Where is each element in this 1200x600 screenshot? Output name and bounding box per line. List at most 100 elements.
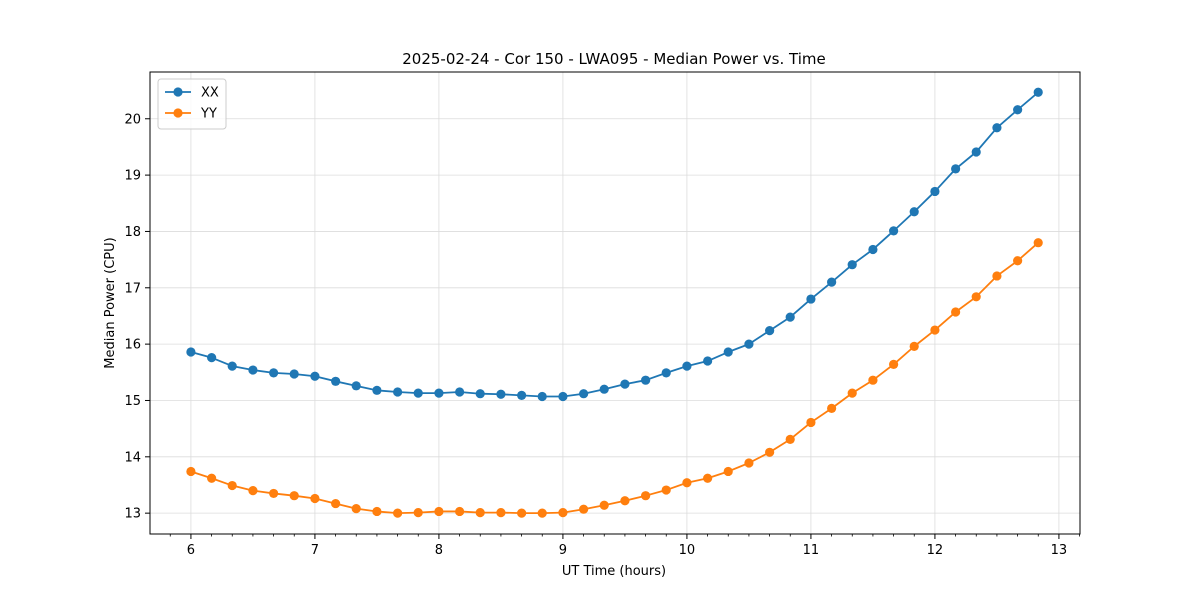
data-point-xx: [723, 347, 733, 357]
data-point-yy: [227, 480, 237, 491]
data-point-xx: [599, 384, 609, 394]
data-point-yy: [599, 500, 609, 510]
x-tick-label: 9: [559, 543, 567, 558]
data-point-yy: [744, 458, 754, 468]
y-tick-label: 20: [124, 112, 141, 127]
data-point-xx: [785, 312, 795, 322]
data-point-xx: [269, 368, 279, 378]
legend-entry-yy: YY: [165, 107, 217, 122]
data-point-xx: [289, 369, 299, 379]
data-point-xx: [868, 244, 878, 255]
data-point-xx: [971, 147, 981, 157]
x-tick-label: 7: [311, 543, 319, 558]
data-point-yy: [393, 508, 403, 518]
data-point-xx: [703, 356, 713, 366]
y-tick-label: 18: [124, 225, 141, 240]
data-point-xx: [889, 226, 899, 236]
x-axis: 6 7 8 9 10 11 12 13: [169, 534, 1080, 558]
data-point-yy: [806, 417, 816, 428]
y-tick-label: 14: [124, 450, 141, 465]
data-point-yy: [951, 307, 961, 317]
data-point-yy: [207, 473, 217, 483]
x-tick-label: 6: [187, 543, 195, 558]
data-point-yy: [620, 496, 630, 506]
data-point-yy: [723, 466, 733, 477]
data-point-yy: [930, 325, 940, 335]
data-point-xx: [847, 260, 857, 270]
data-point-yy: [434, 506, 444, 517]
data-point-xx: [248, 365, 258, 375]
data-point-yy: [496, 507, 506, 518]
x-tick-label: 8: [435, 543, 443, 558]
x-tick-label: 11: [803, 543, 820, 558]
data-point-xx: [372, 385, 382, 395]
data-point-yy: [909, 341, 919, 351]
data-point-xx: [413, 388, 423, 398]
data-point-yy: [847, 388, 857, 398]
data-point-yy: [765, 447, 775, 457]
data-point-xx: [351, 381, 361, 391]
chart-title: 2025-02-24 - Cor 150 - LWA095 - Median P…: [402, 50, 826, 68]
data-point-yy: [682, 478, 692, 488]
data-point-xx: [579, 389, 589, 399]
series-xx: [186, 87, 1043, 402]
data-point-xx: [909, 207, 919, 217]
data-point-xx: [393, 387, 403, 397]
data-point-yy: [558, 507, 568, 518]
data-point-xx: [992, 123, 1002, 133]
data-point-xx: [765, 326, 775, 336]
data-point-yy: [537, 508, 547, 518]
y-axis: 13 14 15 16 17 18 19 20: [124, 112, 150, 522]
data-point-yy: [785, 434, 795, 444]
legend-label-xx: XX: [201, 86, 219, 101]
y-tick-label: 17: [124, 281, 141, 296]
data-point-yy: [1033, 238, 1043, 248]
data-point-xx: [310, 371, 320, 381]
data-point-xx: [227, 361, 237, 371]
data-point-xx: [207, 353, 217, 363]
data-point-yy: [517, 508, 527, 518]
data-point-yy: [248, 486, 258, 496]
data-point-xx: [744, 339, 754, 349]
data-point-yy: [827, 403, 837, 413]
legend-label-yy: YY: [200, 107, 217, 122]
data-point-xx: [186, 347, 196, 357]
x-tick-label: 10: [679, 543, 696, 558]
data-point-xx: [496, 389, 506, 399]
data-point-yy: [868, 375, 878, 385]
y-axis-label: Median Power (CPU): [103, 237, 118, 368]
x-tick-label: 13: [1051, 543, 1068, 558]
data-point-yy: [661, 485, 671, 495]
data-point-yy: [703, 473, 713, 483]
data-point-xx: [1033, 87, 1043, 97]
data-point-yy: [372, 506, 382, 517]
data-point-xx: [806, 294, 816, 304]
data-point-xx: [434, 388, 444, 398]
data-point-xx: [475, 389, 485, 399]
data-point-xx: [827, 277, 837, 287]
data-point-xx: [455, 387, 465, 397]
plot-frame: [149, 71, 1081, 535]
data-point-xx: [537, 391, 547, 402]
data-point-yy: [889, 359, 899, 370]
x-tick-label: 12: [927, 543, 944, 558]
data-point-yy: [413, 507, 423, 518]
data-point-yy: [455, 506, 465, 517]
plot-series: [186, 87, 1043, 518]
data-point-xx: [558, 391, 568, 402]
data-point-yy: [475, 507, 485, 518]
data-point-yy: [331, 498, 341, 509]
data-point-xx: [331, 376, 341, 386]
data-point-yy: [992, 271, 1002, 281]
data-point-yy: [351, 504, 361, 514]
legend-entry-xx: XX: [165, 86, 219, 101]
data-point-yy: [971, 292, 981, 302]
x-axis-label: UT Time (hours): [562, 564, 666, 579]
legend-marker-yy: [173, 108, 183, 118]
data-point-xx: [682, 361, 692, 371]
data-point-xx: [661, 368, 671, 378]
series-yy: [186, 238, 1043, 518]
legend-marker-xx: [173, 87, 183, 97]
data-point-yy: [289, 491, 299, 501]
